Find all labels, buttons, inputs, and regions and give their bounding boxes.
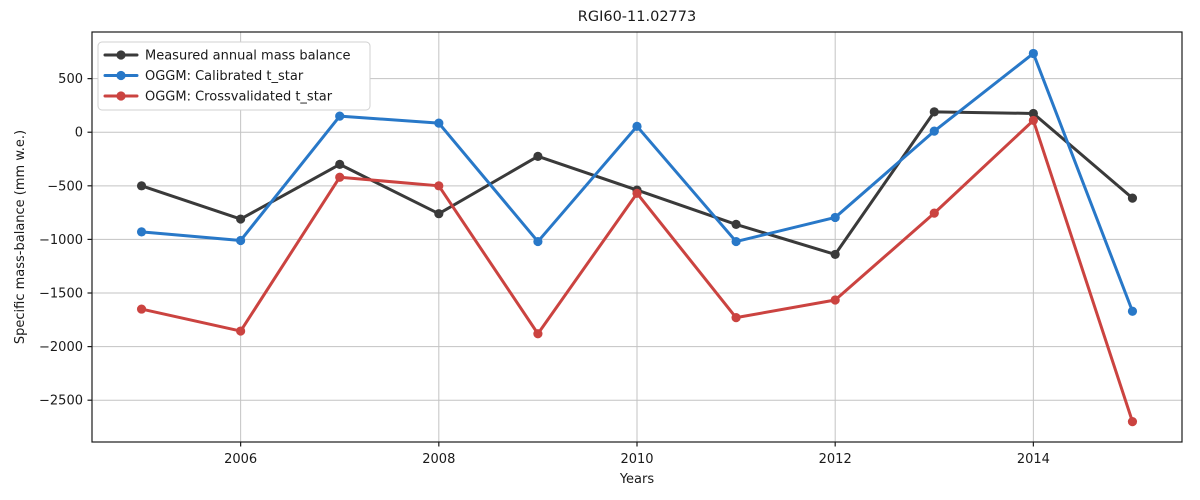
y-tick-label: −2000	[39, 340, 83, 355]
legend: Measured annual mass balance OGGM: Calibr…	[97, 41, 371, 111]
data-point	[731, 313, 741, 323]
y-axis-label: Specific mass-balance (mm w.e.)	[13, 130, 28, 344]
x-axis-label: Years	[619, 472, 655, 487]
data-point	[929, 107, 939, 117]
data-point	[136, 181, 147, 191]
data-point	[929, 208, 939, 218]
data-point	[731, 236, 741, 247]
y-tick-label: −1000	[39, 233, 83, 248]
x-tick-label: 2014	[1017, 452, 1050, 467]
data-point	[1127, 193, 1138, 203]
y-tick-label: 0	[75, 126, 83, 141]
legend-label: OGGM: Calibrated t_star	[145, 69, 304, 84]
chart-title: RGI60-11.02773	[578, 9, 696, 25]
legend-swatch-marker	[116, 91, 126, 101]
legend-swatch-marker	[116, 50, 126, 60]
data-point	[731, 219, 741, 230]
legend-box	[97, 41, 371, 111]
data-point	[434, 118, 444, 128]
y-tick-label: −2500	[39, 394, 83, 409]
data-point	[632, 121, 642, 131]
y-tick-label: 500	[58, 72, 83, 87]
data-point	[929, 126, 939, 136]
data-point	[335, 159, 345, 169]
data-point	[1127, 306, 1138, 316]
data-point	[632, 188, 642, 198]
data-point	[533, 236, 543, 247]
data-point	[533, 151, 543, 161]
data-point	[236, 214, 246, 224]
data-point	[830, 295, 840, 305]
x-tick-label: 2006	[224, 452, 257, 467]
data-point	[136, 227, 147, 237]
data-point	[830, 212, 840, 223]
legend-label: OGGM: Crossvalidated t_star	[145, 90, 333, 105]
y-tick-label: −500	[47, 179, 83, 194]
data-point	[335, 172, 345, 182]
y-tick-label: −1500	[39, 287, 83, 302]
data-point	[1028, 115, 1038, 126]
data-point	[1127, 417, 1138, 427]
x-tick-label: 2008	[422, 452, 455, 467]
data-point	[533, 329, 543, 339]
data-point	[830, 249, 840, 260]
x-tick-label: 2010	[620, 452, 653, 467]
data-point	[1028, 48, 1038, 59]
data-point	[236, 235, 246, 246]
data-point	[1028, 108, 1038, 119]
legend-swatch-marker	[116, 70, 126, 81]
legend-label: Measured annual mass balance	[145, 49, 351, 64]
data-point	[434, 209, 444, 219]
data-point	[434, 181, 444, 191]
data-point	[136, 304, 147, 314]
x-tick-label: 2012	[819, 452, 852, 467]
data-point	[335, 111, 345, 121]
data-point	[236, 326, 246, 336]
